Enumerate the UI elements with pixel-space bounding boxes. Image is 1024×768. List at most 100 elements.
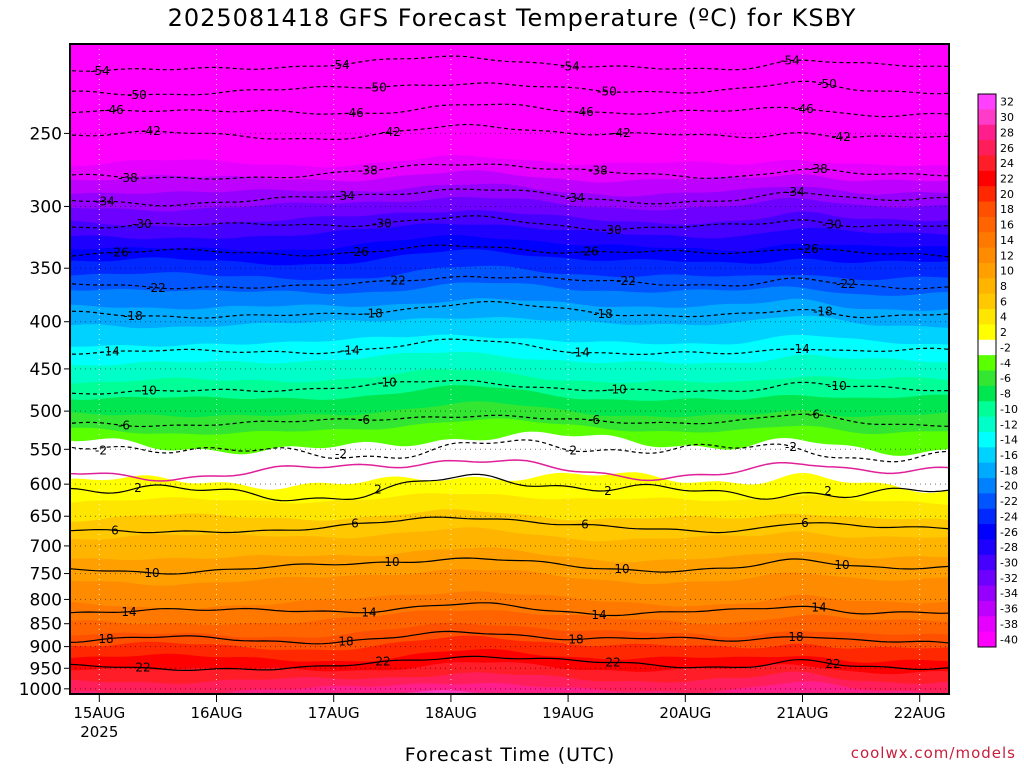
isotherm-label: -6 xyxy=(808,407,820,421)
colorbar-label: 18 xyxy=(1000,203,1014,216)
isotherm-2 xyxy=(70,473,949,502)
isotherm-label: 10 xyxy=(834,558,849,572)
isotherm-label: -38 xyxy=(808,162,828,176)
y-tick-label: 600 xyxy=(30,475,62,495)
colorbar-label: 32 xyxy=(1000,96,1014,109)
isotherm-label: -14 xyxy=(100,345,120,359)
x-year-label: 2025 xyxy=(80,723,118,741)
colorbar-swatch xyxy=(978,109,996,126)
isotherm-22 xyxy=(70,655,949,671)
isotherm-label: -42 xyxy=(611,126,631,140)
colorbar-swatch xyxy=(978,278,996,295)
colorbar-swatch xyxy=(978,401,996,418)
colorbar-label: 28 xyxy=(1000,126,1014,139)
isotherm-label: -10 xyxy=(137,383,157,397)
isotherm-label: -2 xyxy=(95,443,107,457)
isotherm-label: -18 xyxy=(813,305,833,319)
isotherm-label: 10 xyxy=(614,562,629,576)
isotherm-label: -50 xyxy=(367,80,387,94)
isotherm-label: -30 xyxy=(602,223,622,237)
isotherm-label: -6 xyxy=(358,413,370,427)
isotherm-contours: -54 -54 -54 -54-50-50 -50-50-46 -46 -46 -46-42-… xyxy=(70,54,949,675)
isotherm-label: -42 xyxy=(831,130,851,144)
x-tick-label: 20AUG xyxy=(659,704,711,722)
isotherm--38 xyxy=(70,163,949,180)
isotherm-18 xyxy=(70,630,949,645)
y-tick-label: 700 xyxy=(30,537,62,557)
isotherm-label: -22 xyxy=(386,274,406,288)
colorbar-swatch xyxy=(978,155,996,172)
colorbar-frame xyxy=(977,93,997,648)
x-axis-label: Forecast Time (UTC) xyxy=(404,744,616,766)
colorbar-swatch xyxy=(978,631,996,648)
isotherm-label: 6 xyxy=(581,518,589,532)
colorbar-label: -38 xyxy=(1000,618,1018,631)
colorbar-label: -12 xyxy=(1000,418,1018,431)
y-tick-label: 850 xyxy=(30,615,62,635)
y-tick-label: 450 xyxy=(30,360,62,380)
isotherm-label: -2 xyxy=(335,447,347,461)
isotherm-label: -42 xyxy=(141,124,161,138)
colorbar-swatch xyxy=(978,539,996,556)
isotherm-label: -50 xyxy=(127,88,147,102)
isotherm-label: 2 xyxy=(374,483,382,497)
isotherm--30 xyxy=(70,215,949,231)
colorbar-label: -24 xyxy=(1000,510,1018,523)
isotherm-label: -46 xyxy=(794,102,814,116)
isotherm-label: 22 xyxy=(825,657,840,671)
colorbar-swatch xyxy=(978,447,996,464)
colorbar-swatch xyxy=(978,324,996,341)
colorbar-swatch xyxy=(978,508,996,525)
y-tick-label: 250 xyxy=(30,124,62,144)
x-tick-label: 18AUG xyxy=(425,704,477,722)
isotherm-14 xyxy=(70,602,949,617)
isotherm-label: -34 xyxy=(785,185,805,199)
isotherm-label: -46 xyxy=(574,105,594,119)
colorbar-label: -30 xyxy=(1000,557,1018,570)
isotherm-label: 2 xyxy=(134,481,142,495)
isotherm-label: 22 xyxy=(375,654,390,668)
colorbar-swatch xyxy=(978,186,996,203)
colorbar-label: -20 xyxy=(1000,480,1018,493)
colorbar-label: 2 xyxy=(1000,326,1007,339)
colorbar-swatch xyxy=(978,600,996,617)
isotherm-label: -38 xyxy=(588,164,608,178)
colorbar-label: 22 xyxy=(1000,172,1014,185)
credit-link[interactable]: coolwx.com/models xyxy=(850,744,1016,762)
isotherm-label: -54 xyxy=(90,64,110,78)
isotherm-label: -54 xyxy=(330,58,350,72)
isotherm-label: -6 xyxy=(118,418,130,432)
colorbar-label: 30 xyxy=(1000,111,1014,124)
isotherm--54 xyxy=(70,55,949,72)
y-tick-label: 900 xyxy=(30,638,62,658)
colorbar-label: -6 xyxy=(1000,372,1011,385)
colorbar-swatch xyxy=(978,431,996,448)
isotherm-label: -34 xyxy=(95,194,115,208)
colorbar-label: -16 xyxy=(1000,449,1018,462)
colorbar-label: 10 xyxy=(1000,265,1014,278)
colorbar-label: -34 xyxy=(1000,587,1018,600)
isotherm-label: -30 xyxy=(822,217,842,231)
colorbar-swatch xyxy=(978,262,996,279)
y-tick-label: 1000 xyxy=(19,680,62,700)
colorbar-label: -8 xyxy=(1000,388,1011,401)
band-26 xyxy=(70,671,949,694)
isotherm-label: 6 xyxy=(351,517,359,531)
colorbar-label: -40 xyxy=(1000,633,1018,646)
isotherm--2 xyxy=(70,439,949,463)
isotherm-label: -10 xyxy=(377,376,397,390)
colorbar-label: -2 xyxy=(1000,341,1011,354)
y-tick-label: 950 xyxy=(30,659,62,679)
y-tick-label: 550 xyxy=(30,440,62,460)
isotherm-label: -38 xyxy=(358,164,378,178)
isotherm-label: 14 xyxy=(121,605,136,619)
isotherm-label: -14 xyxy=(790,342,810,356)
isotherm-label: 14 xyxy=(591,608,606,622)
isotherm--26 xyxy=(70,244,949,258)
colorbar-swatch xyxy=(978,416,996,433)
colorbar-swatch xyxy=(978,94,996,110)
x-tick-label: 15AUG xyxy=(73,704,125,722)
isotherm--22 xyxy=(70,275,949,290)
colorbar-swatch xyxy=(978,247,996,264)
colorbar-swatch xyxy=(978,370,996,387)
